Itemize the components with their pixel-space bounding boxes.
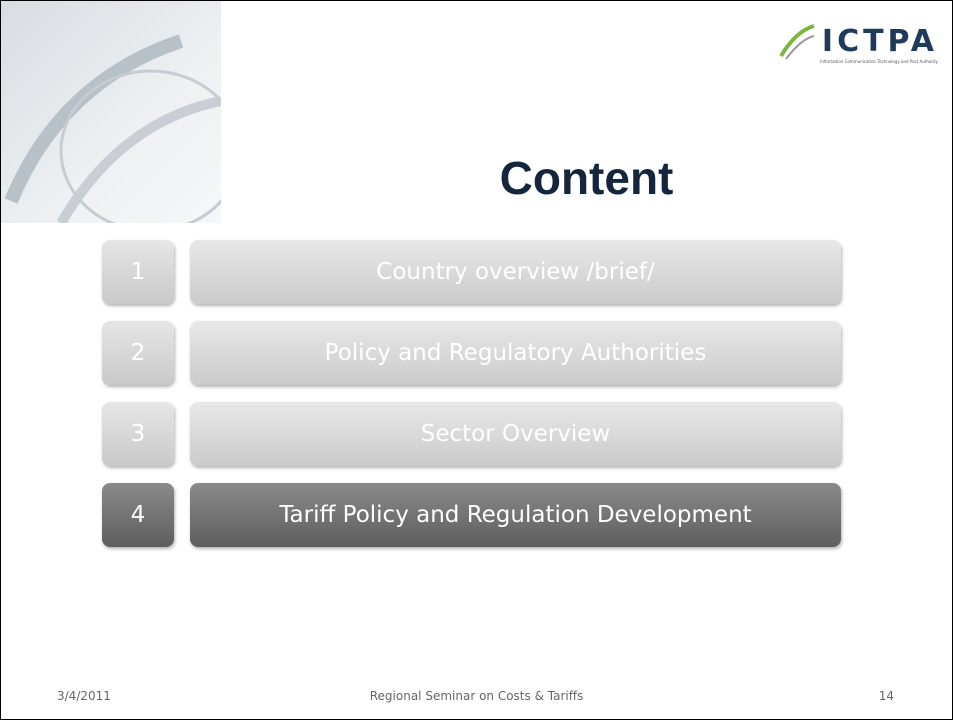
footer-center: Regional Seminar on Costs & Tariffs bbox=[1, 689, 952, 703]
logo-subtitle: Information Communication Technology and… bbox=[820, 59, 938, 64]
item-number: 2 bbox=[102, 321, 174, 385]
item-number: 4 bbox=[102, 483, 174, 547]
item-label: Policy and Regulatory Authorities bbox=[190, 321, 841, 385]
item-label: Tariff Policy and Regulation Development bbox=[190, 483, 841, 547]
logo-text: ICTPA bbox=[822, 24, 938, 59]
corner-graphic bbox=[1, 1, 221, 223]
logo-icon bbox=[776, 21, 816, 61]
item-label: Country overview /brief/ bbox=[190, 240, 841, 304]
item-label: Sector Overview bbox=[190, 402, 841, 466]
slide: ICTPA Information Communication Technolo… bbox=[0, 0, 953, 720]
globe-art bbox=[1, 1, 221, 223]
logo: ICTPA Information Communication Technolo… bbox=[776, 21, 938, 61]
page-number: 14 bbox=[879, 689, 894, 703]
slide-title: Content bbox=[221, 151, 952, 205]
item-number: 1 bbox=[102, 240, 174, 304]
item-number: 3 bbox=[102, 402, 174, 466]
